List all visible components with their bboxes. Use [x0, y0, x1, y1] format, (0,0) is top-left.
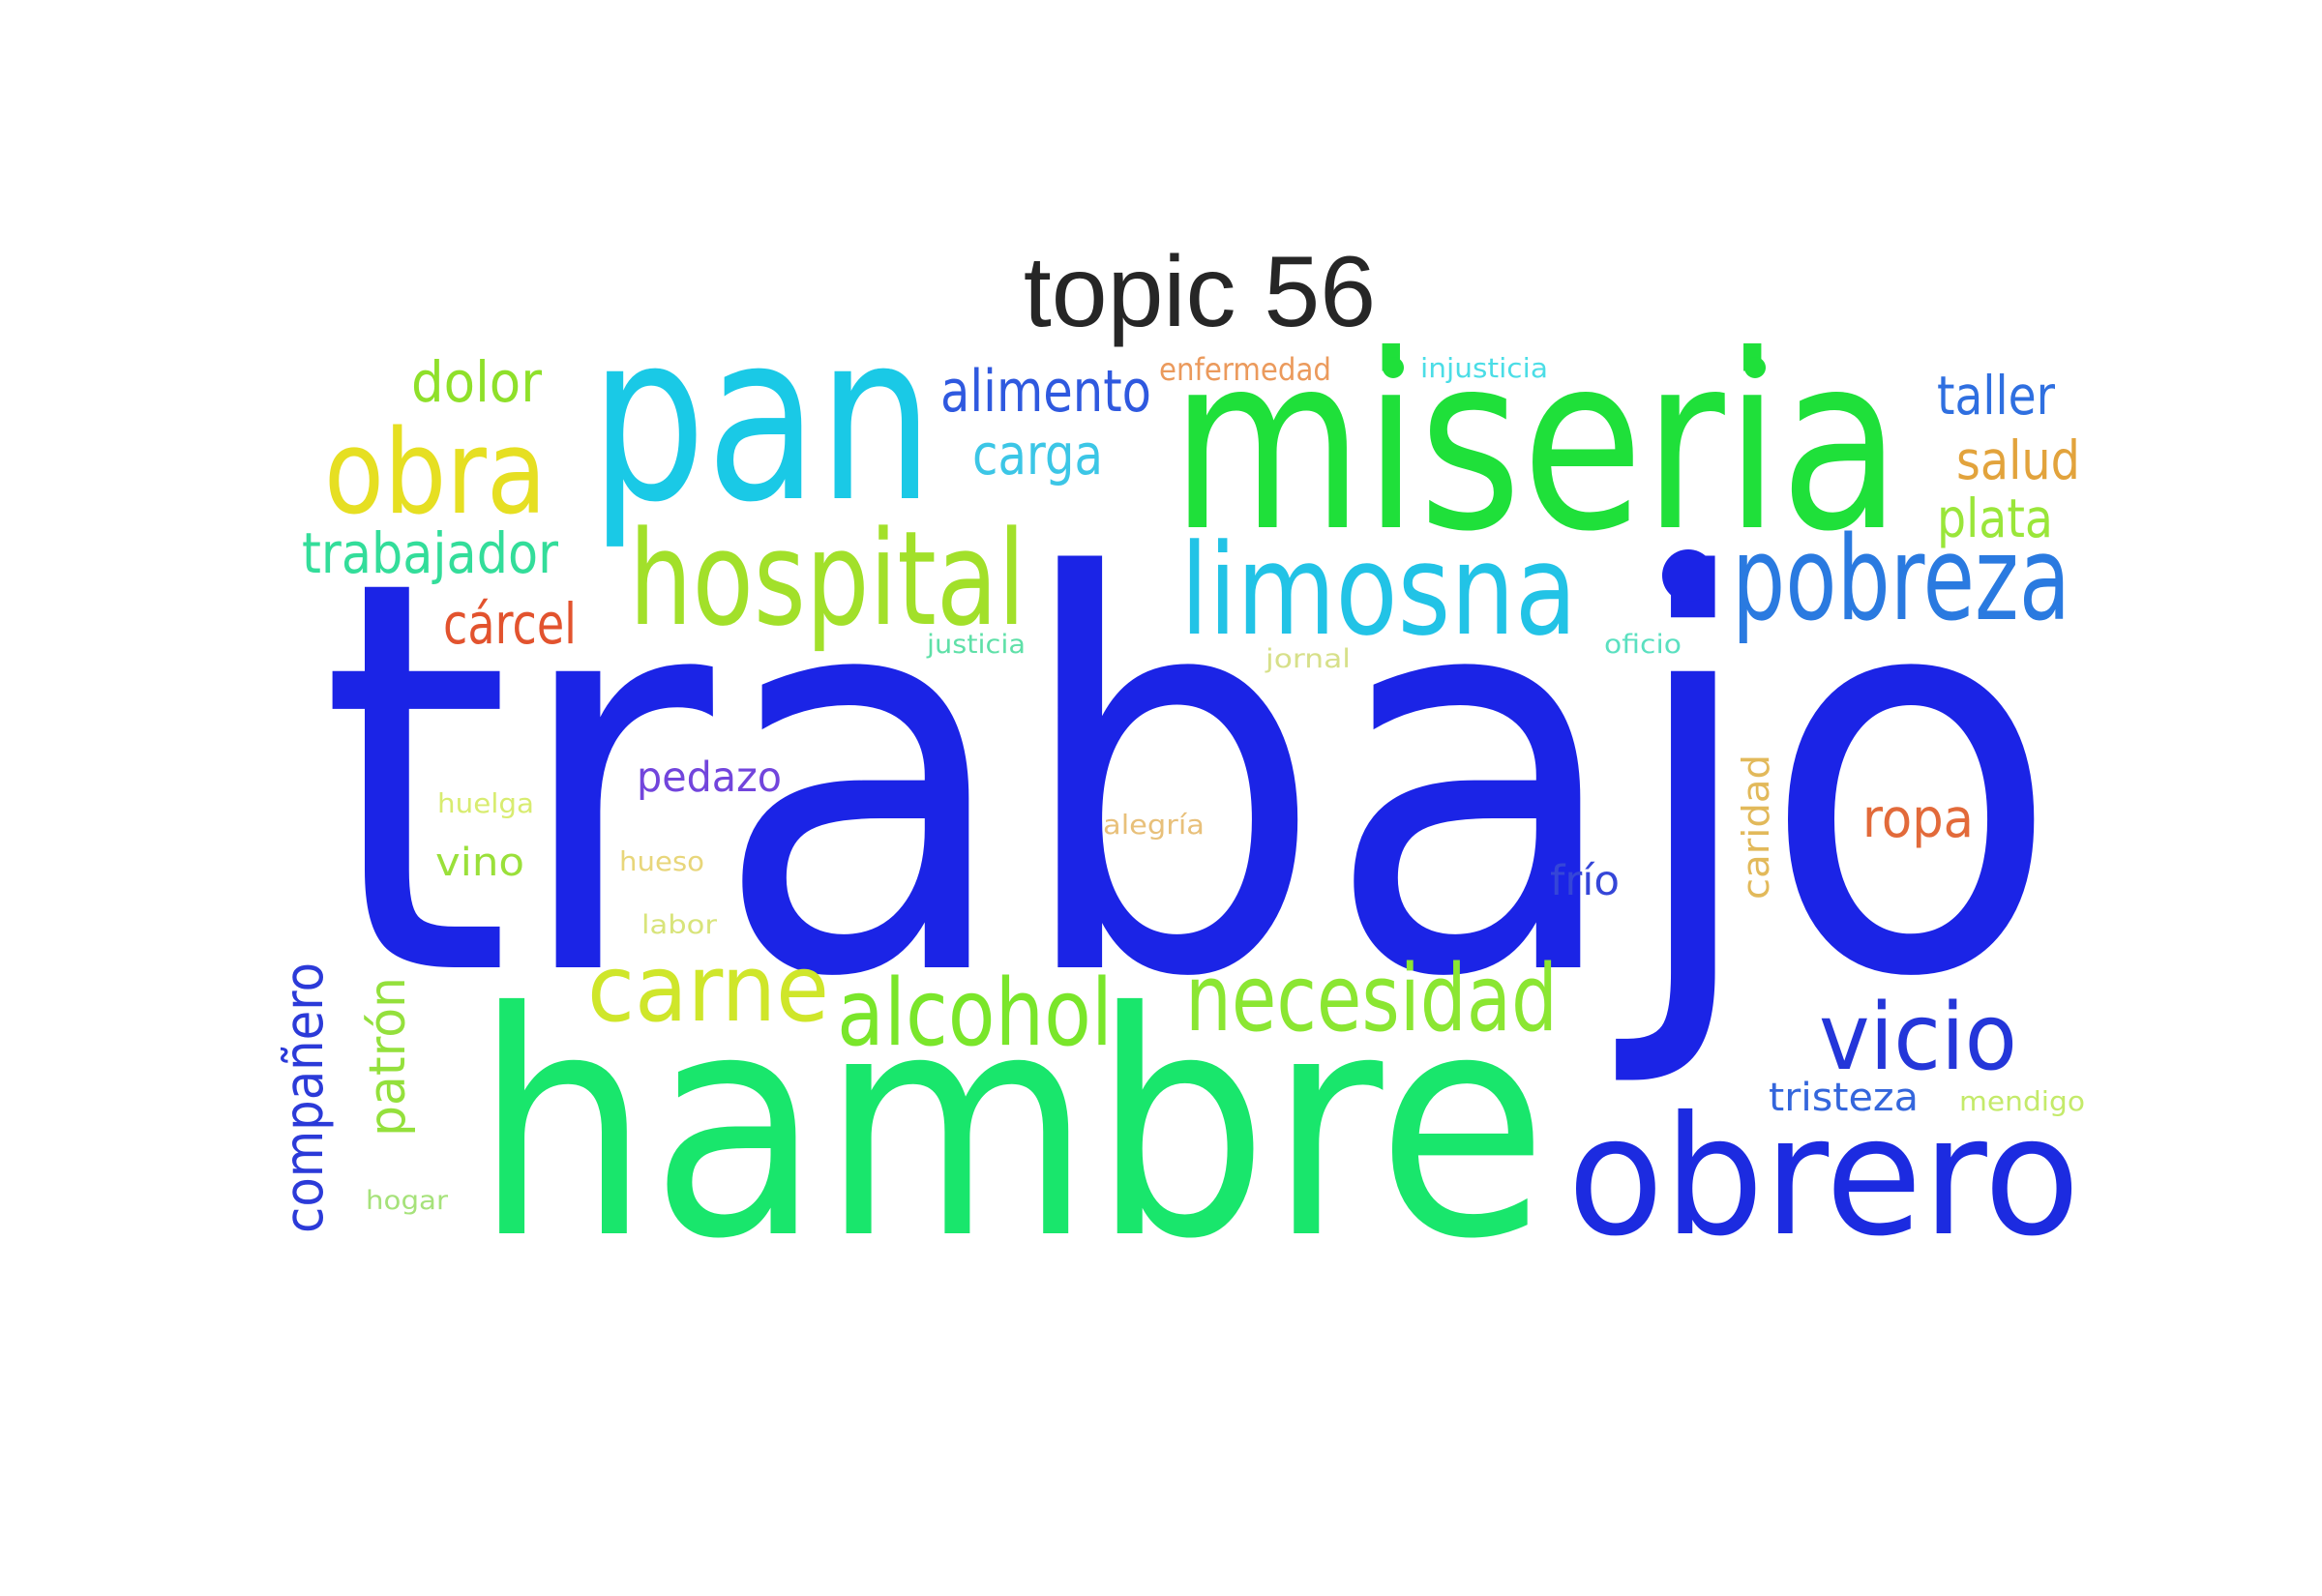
word-limosna: limosna [1180, 517, 1577, 664]
word-alcohol: alcohol [837, 961, 1113, 1067]
word-trabajador: trabajador [302, 520, 558, 586]
word-carne: carne [587, 936, 829, 1043]
word-salud: salud [1956, 429, 2080, 491]
word-pobreza: pobreza [1732, 513, 2070, 647]
word-alimento: alimento [940, 358, 1151, 426]
word-ropa: ropa [1862, 787, 1974, 849]
word-vicio: vicio [1819, 985, 2017, 1091]
word-vino: vino [435, 841, 524, 885]
dot-mark [1383, 357, 1404, 378]
dot-mark [1662, 549, 1714, 602]
word-huelga: huelga [437, 787, 534, 819]
word-frio: frío [1550, 857, 1620, 905]
word-dolor: dolor [411, 349, 542, 415]
word-labor: labor [641, 910, 718, 940]
word-hambre: hambre [474, 947, 1548, 1307]
word-companero: compañero [273, 962, 335, 1233]
word-pan: pan [590, 282, 934, 553]
word-trabajo: trabajo [319, 465, 2061, 1096]
word-hogar: hogar [366, 1186, 449, 1216]
word-carga: carga [972, 422, 1103, 488]
word-tristeza: tristeza [1769, 1076, 1919, 1120]
word-obrero: obrero [1567, 1081, 2080, 1273]
word-mendigo: mendigo [1959, 1085, 2085, 1117]
word-alegria: alegría [1103, 809, 1205, 841]
word-necesidad: necesidad [1185, 946, 1558, 1052]
word-hueso: hueso [619, 845, 704, 877]
word-patron: patrón [359, 977, 417, 1137]
word-caridad: caridad [1735, 754, 1777, 900]
dot-mark [1744, 357, 1766, 378]
word-taller: taller [1937, 365, 2055, 427]
word-pedazo: pedazo [637, 754, 782, 802]
word-oficio: oficio [1604, 630, 1682, 660]
word-carcel: cárcel [443, 591, 577, 657]
word-miseria: miseria [1171, 303, 1901, 584]
word-justicia: justicia [926, 630, 1026, 660]
word-injusticia: injusticia [1420, 352, 1548, 384]
word-hospital: hospital [629, 503, 1026, 655]
word-jornal: jornal [1265, 644, 1351, 674]
word-enfermedad: enfermedad [1159, 351, 1331, 388]
figure-title: topic 56 [1023, 236, 1377, 348]
word-plata: plata [1937, 488, 2053, 549]
word-obra: obra [324, 406, 547, 541]
